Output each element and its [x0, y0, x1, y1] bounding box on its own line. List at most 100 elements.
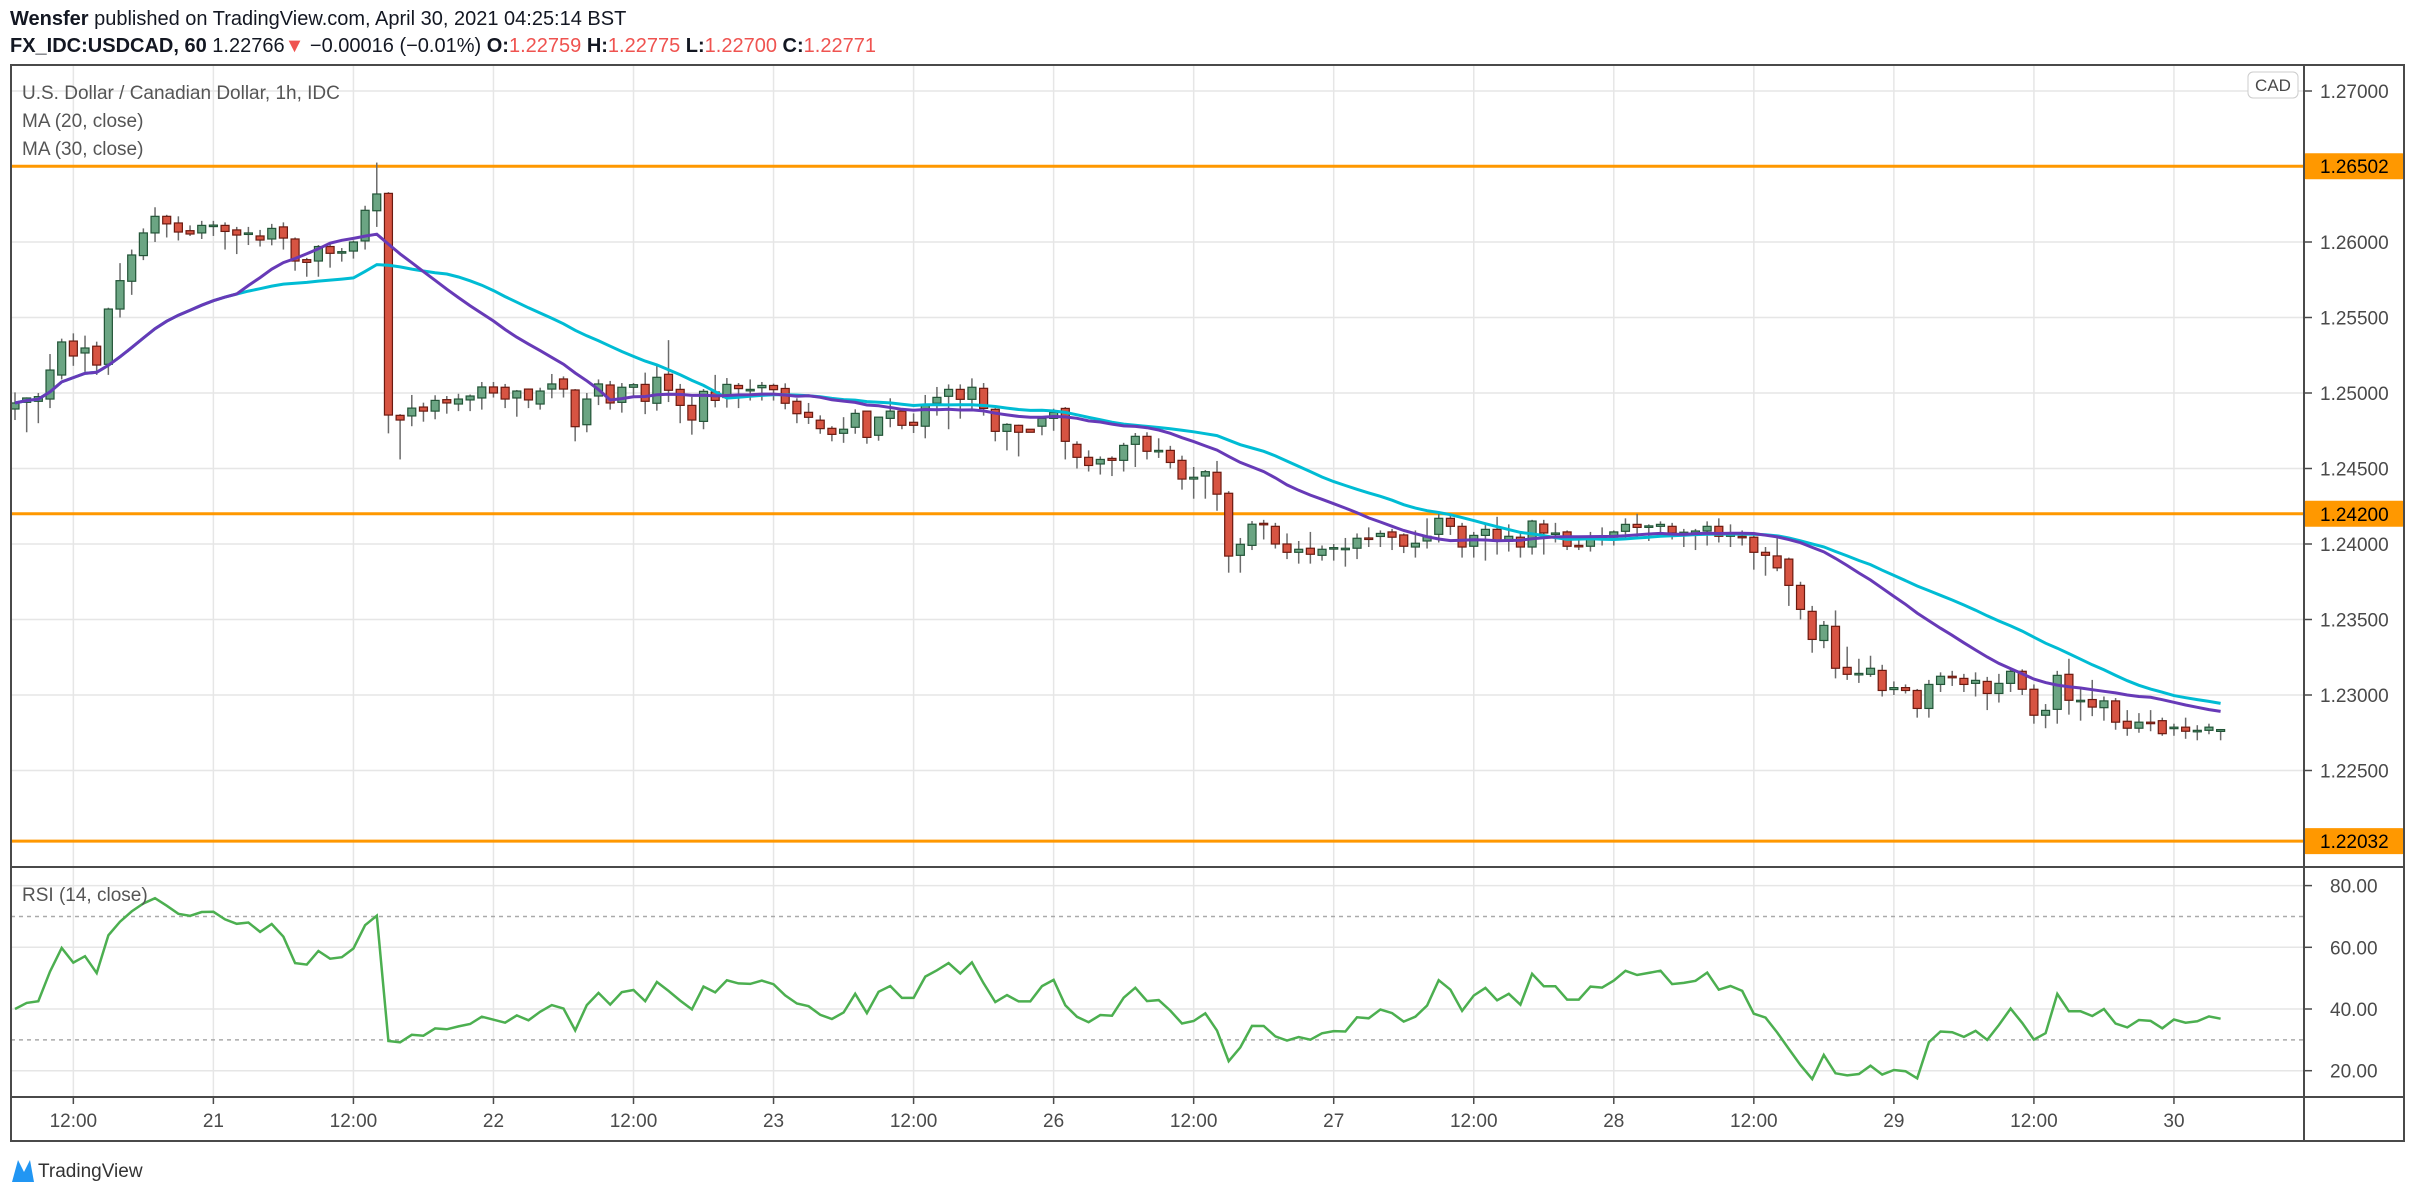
candle-down — [827, 427, 837, 435]
candle-down — [185, 230, 195, 235]
price-tick-label: 1.27000 — [2320, 82, 2389, 103]
time-tick-label: 12:00 — [890, 1111, 938, 1132]
currency-badge[interactable]: CAD — [2247, 71, 2299, 99]
candle-up — [1119, 444, 1129, 461]
time-tick-label: 27 — [1323, 1111, 1344, 1132]
candle-up — [2204, 726, 2214, 731]
candle-down — [1760, 551, 1771, 556]
candle-down — [173, 222, 183, 233]
candle-down — [500, 386, 510, 400]
candle-up — [348, 241, 359, 252]
rsi-tick-label: 40.00 — [2330, 1000, 2378, 1021]
candle-down — [1912, 689, 1922, 710]
time-tick-label: 12:00 — [2010, 1111, 2058, 1132]
candle-down — [1982, 680, 1992, 695]
author-name[interactable]: Wensfer — [10, 8, 89, 30]
candle-down — [862, 410, 872, 438]
candle-down — [605, 384, 615, 404]
candle-up — [850, 412, 860, 428]
time-tick-label: 12:00 — [1730, 1111, 1778, 1132]
symbol: FX_IDC:USDCAD, 60 — [10, 35, 207, 57]
candle-up — [547, 383, 557, 390]
candle-up — [115, 280, 125, 310]
price-line-label-bg — [2304, 828, 2404, 855]
chart-frame — [10, 64, 2405, 1142]
price-tick-label: 1.22500 — [2320, 762, 2389, 783]
candle-down — [1364, 537, 1374, 541]
legend-rsi[interactable]: RSI (14, close) — [22, 885, 148, 906]
candle-up — [1247, 523, 1257, 546]
candle-up — [1002, 423, 1012, 432]
open-value: 1.22759 — [508, 35, 582, 57]
candle-up — [932, 396, 942, 404]
candle-up — [885, 410, 895, 419]
candle-down — [1445, 517, 1456, 527]
candle-up — [80, 347, 90, 354]
candle-down — [1807, 610, 1817, 641]
candle-up — [2169, 726, 2179, 730]
time-tick-label: 12:00 — [330, 1111, 378, 1132]
legend-ma30[interactable]: MA (30, close) — [22, 139, 143, 160]
candle-up — [1410, 542, 1421, 548]
candle-up — [1620, 523, 1631, 532]
symbol-info: FX_IDC:USDCAD, 60 1.22766▼ −0.00016 (−0.… — [10, 35, 876, 58]
legend-title: U.S. Dollar / Canadian Dollar, 1h, IDC — [22, 83, 340, 104]
tradingview-logo-icon — [12, 1160, 34, 1182]
open-label: O: — [486, 35, 509, 57]
candle-up — [1935, 675, 1946, 686]
price-tick-label: 1.25000 — [2320, 384, 2389, 405]
price-line-label-bg — [2304, 500, 2404, 527]
close-label: C: — [782, 35, 804, 57]
price-tick-label: 1.23000 — [2320, 686, 2389, 707]
tradingview-logo[interactable]: TradingView — [12, 1160, 143, 1182]
candle-up — [1702, 525, 1712, 532]
candle-down — [1177, 459, 1187, 480]
candle-up — [1655, 523, 1666, 527]
legend-ma20[interactable]: MA (20, close) — [22, 111, 143, 132]
candle-down — [2029, 688, 2039, 716]
candle-up — [1095, 458, 1105, 465]
horizontal-lines[interactable]: 1.26502 1.24200 1.22032 — [11, 153, 2404, 855]
candle-down — [1714, 525, 1724, 537]
candle-down — [1399, 534, 1409, 547]
candle-up — [1819, 624, 1829, 642]
low-label: L: — [685, 35, 705, 57]
candle-up — [430, 399, 440, 412]
candle-up — [698, 390, 709, 422]
tradingview-brand: TradingView — [38, 1161, 143, 1182]
time-tick-label: 30 — [2163, 1111, 2184, 1132]
ma20-line — [14, 232, 2221, 713]
time-tick-label: 23 — [763, 1111, 784, 1132]
currency-label: CAD — [2255, 76, 2291, 95]
candle-down — [955, 388, 965, 400]
rsi-tick-label: 80.00 — [2330, 877, 2378, 898]
candle-down — [1270, 525, 1280, 545]
price-line-label: 1.24200 — [2320, 505, 2389, 526]
candle-down — [1900, 687, 1911, 692]
candle-down — [1877, 669, 1887, 692]
rsi-tick-label: 60.00 — [2330, 938, 2378, 959]
rsi-pane: 80.00 60.00 40.00 20.00 — [11, 877, 2378, 1083]
candle-up — [1854, 672, 1864, 676]
candle-up — [453, 398, 464, 405]
low-value: 1.22700 — [704, 35, 777, 57]
candle-up — [873, 416, 884, 436]
candle-up — [2005, 670, 2016, 684]
candle-down — [1142, 435, 1152, 452]
candle-down — [1457, 525, 1467, 548]
candle-down — [2017, 670, 2027, 690]
candle-down — [1574, 544, 1584, 548]
candle-down — [2087, 698, 2097, 708]
candle-up — [1994, 682, 2004, 695]
candle-up — [1200, 471, 1210, 477]
candle-down — [1667, 525, 1677, 534]
candle-down — [2157, 720, 2167, 735]
candle-down — [558, 378, 569, 390]
candle-down — [803, 411, 814, 418]
rsi-line — [14, 896, 2221, 1082]
candle-up — [313, 245, 324, 262]
candle-down — [1749, 536, 1759, 553]
time-tick-label: 12:00 — [610, 1111, 658, 1132]
candle-down — [768, 384, 779, 391]
